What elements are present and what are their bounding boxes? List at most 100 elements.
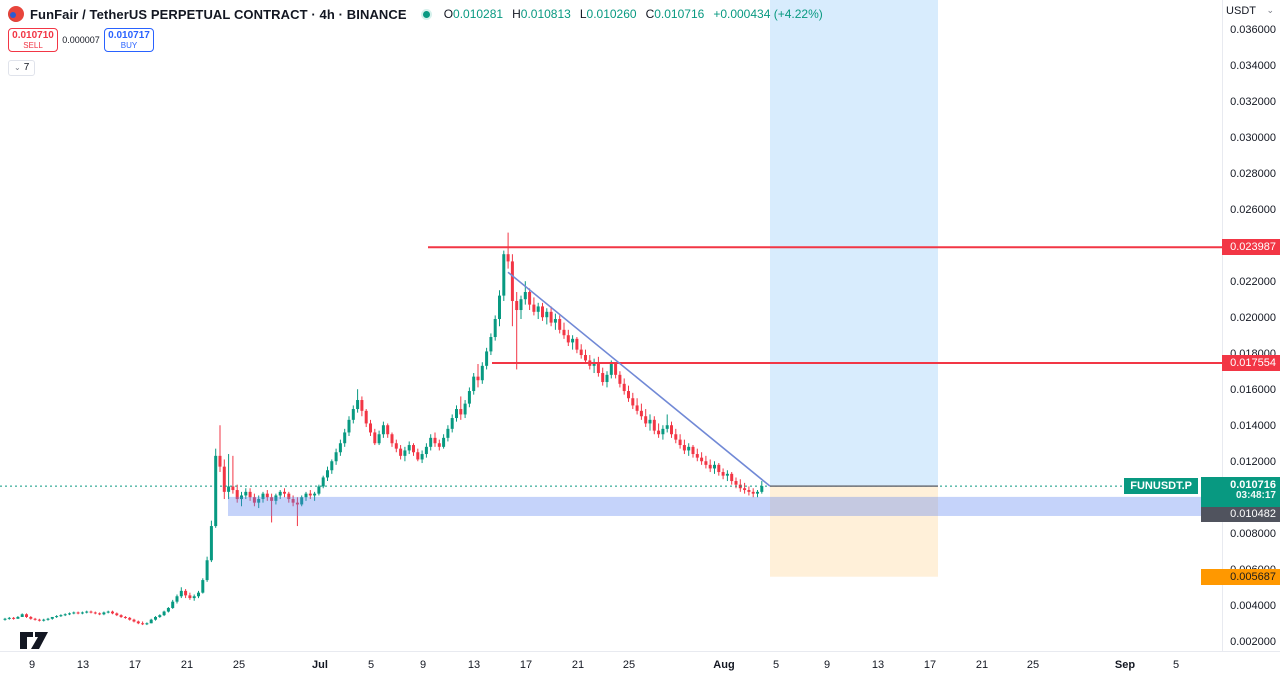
candle-body	[377, 434, 381, 444]
time-tick[interactable]: 17	[923, 659, 937, 671]
candle-body	[429, 437, 433, 447]
time-tick[interactable]: 13	[76, 659, 90, 671]
time-tick[interactable]: Aug	[713, 659, 735, 671]
candle-body	[63, 614, 67, 616]
price-change: +0.000434 (+4.22%)	[713, 7, 823, 21]
candle-body	[42, 619, 46, 621]
time-tick[interactable]: 25	[1026, 659, 1040, 671]
axis-currency-label[interactable]: USDT	[1226, 5, 1256, 17]
candle-body	[158, 615, 162, 617]
candle-body	[674, 434, 678, 440]
buy-button[interactable]: 0.010717 BUY	[104, 28, 154, 52]
sell-button[interactable]: 0.010710 SELL	[8, 28, 58, 52]
collapsed-indicators-button[interactable]: ⌄ 7	[8, 59, 36, 76]
time-axis[interactable]: 9 13 17 21 25 Jul 5 9 13 17 21 25 Aug 5 9 13 17 21 25 Sep 5	[0, 651, 1280, 677]
candle-body	[93, 612, 97, 614]
support-zone[interactable]	[228, 496, 1222, 516]
candle-body	[644, 416, 648, 424]
candle-body	[59, 615, 63, 617]
symbol-title[interactable]: FunFair / TetherUS PERPETUAL CONTRACT · …	[30, 6, 407, 22]
current-price-value: 0.010716	[1230, 479, 1276, 492]
candle-body	[149, 619, 153, 624]
long-position-profit-zone[interactable]	[770, 0, 938, 487]
market-status-dot-icon[interactable]	[422, 10, 430, 18]
candle-body	[721, 472, 725, 476]
candle-body	[657, 430, 661, 435]
candle-body	[184, 590, 188, 596]
candle-body	[424, 446, 428, 455]
candle-body	[20, 614, 24, 617]
candle-body	[446, 428, 450, 438]
candle-body	[347, 419, 351, 433]
candle-body	[343, 432, 347, 444]
candle-body	[248, 491, 252, 498]
candle-body	[639, 410, 643, 417]
time-tick[interactable]: 25	[232, 659, 246, 671]
candle-body	[489, 337, 493, 352]
candle-body	[523, 292, 527, 300]
time-tick[interactable]: 9	[419, 659, 427, 671]
candle-body	[55, 616, 59, 618]
candle-body	[700, 457, 704, 462]
time-tick[interactable]: 21	[571, 659, 585, 671]
time-tick[interactable]: 9	[823, 659, 831, 671]
candle-body	[528, 292, 532, 305]
candle-body	[381, 425, 385, 435]
time-tick[interactable]: 9	[28, 659, 36, 671]
candle-body	[192, 596, 196, 599]
previous-level-label: 0.010482	[1201, 507, 1280, 523]
candle-body	[283, 491, 286, 494]
candle-body	[390, 434, 394, 444]
candle-body	[171, 601, 175, 608]
long-position-loss-zone[interactable]	[770, 486, 938, 577]
time-tick[interactable]: Sep	[1114, 659, 1136, 671]
candle-body	[205, 560, 209, 581]
candle-body	[37, 619, 41, 621]
candle-body	[433, 437, 437, 444]
candle-body	[291, 499, 295, 503]
candle-body	[407, 445, 411, 451]
price-tick: 0.008000	[1230, 528, 1276, 541]
candle-body	[308, 493, 312, 496]
time-tick[interactable]: Jul	[312, 659, 328, 671]
candle-body	[678, 439, 682, 446]
candle-body	[506, 254, 510, 262]
candle-body	[420, 454, 424, 460]
price-axis[interactable]: USDT ⌄ ◎ 0.0360000.0340000.0320000.03000…	[1201, 0, 1280, 670]
time-tick[interactable]: 17	[519, 659, 533, 671]
candle-body	[734, 481, 738, 485]
candle-body	[558, 319, 562, 330]
candle-body	[618, 374, 622, 384]
candle-body	[244, 491, 248, 496]
time-tick[interactable]: 13	[467, 659, 481, 671]
candle-body	[622, 383, 626, 392]
price-tick: 0.016000	[1230, 384, 1276, 397]
tradingview-logo-icon[interactable]	[20, 632, 56, 649]
symbol-logo-icon[interactable]	[8, 6, 24, 22]
time-tick[interactable]: 21	[180, 659, 194, 671]
chart-plot-area[interactable]: FUNUSDT.P FunFair / TetherUS PERPETUAL C…	[0, 0, 1222, 651]
time-tick[interactable]: 5	[367, 659, 375, 671]
axis-currency-caret-icon[interactable]: ⌄	[1266, 5, 1274, 15]
price-tick: 0.002000	[1230, 636, 1276, 649]
time-tick[interactable]: 25	[622, 659, 636, 671]
candle-body	[364, 410, 368, 424]
candle-body	[304, 493, 308, 498]
time-tick[interactable]: 13	[871, 659, 885, 671]
candle-body	[695, 454, 699, 458]
candle-body	[313, 493, 317, 496]
candlestick-chart[interactable]	[0, 0, 1222, 651]
trendline[interactable]	[507, 271, 771, 487]
candle-body	[416, 452, 420, 460]
time-tick[interactable]: 21	[975, 659, 989, 671]
candle-body	[373, 432, 377, 444]
time-tick[interactable]: 5	[772, 659, 780, 671]
current-price-label: 0.010716 03:48:17	[1201, 477, 1280, 508]
time-tick[interactable]: 5	[1172, 659, 1180, 671]
candle-body	[631, 398, 635, 406]
candle-body	[403, 450, 407, 456]
candle-body	[386, 425, 390, 435]
resistance-price-label: 0.017554	[1222, 355, 1280, 372]
time-tick[interactable]: 17	[128, 659, 142, 671]
